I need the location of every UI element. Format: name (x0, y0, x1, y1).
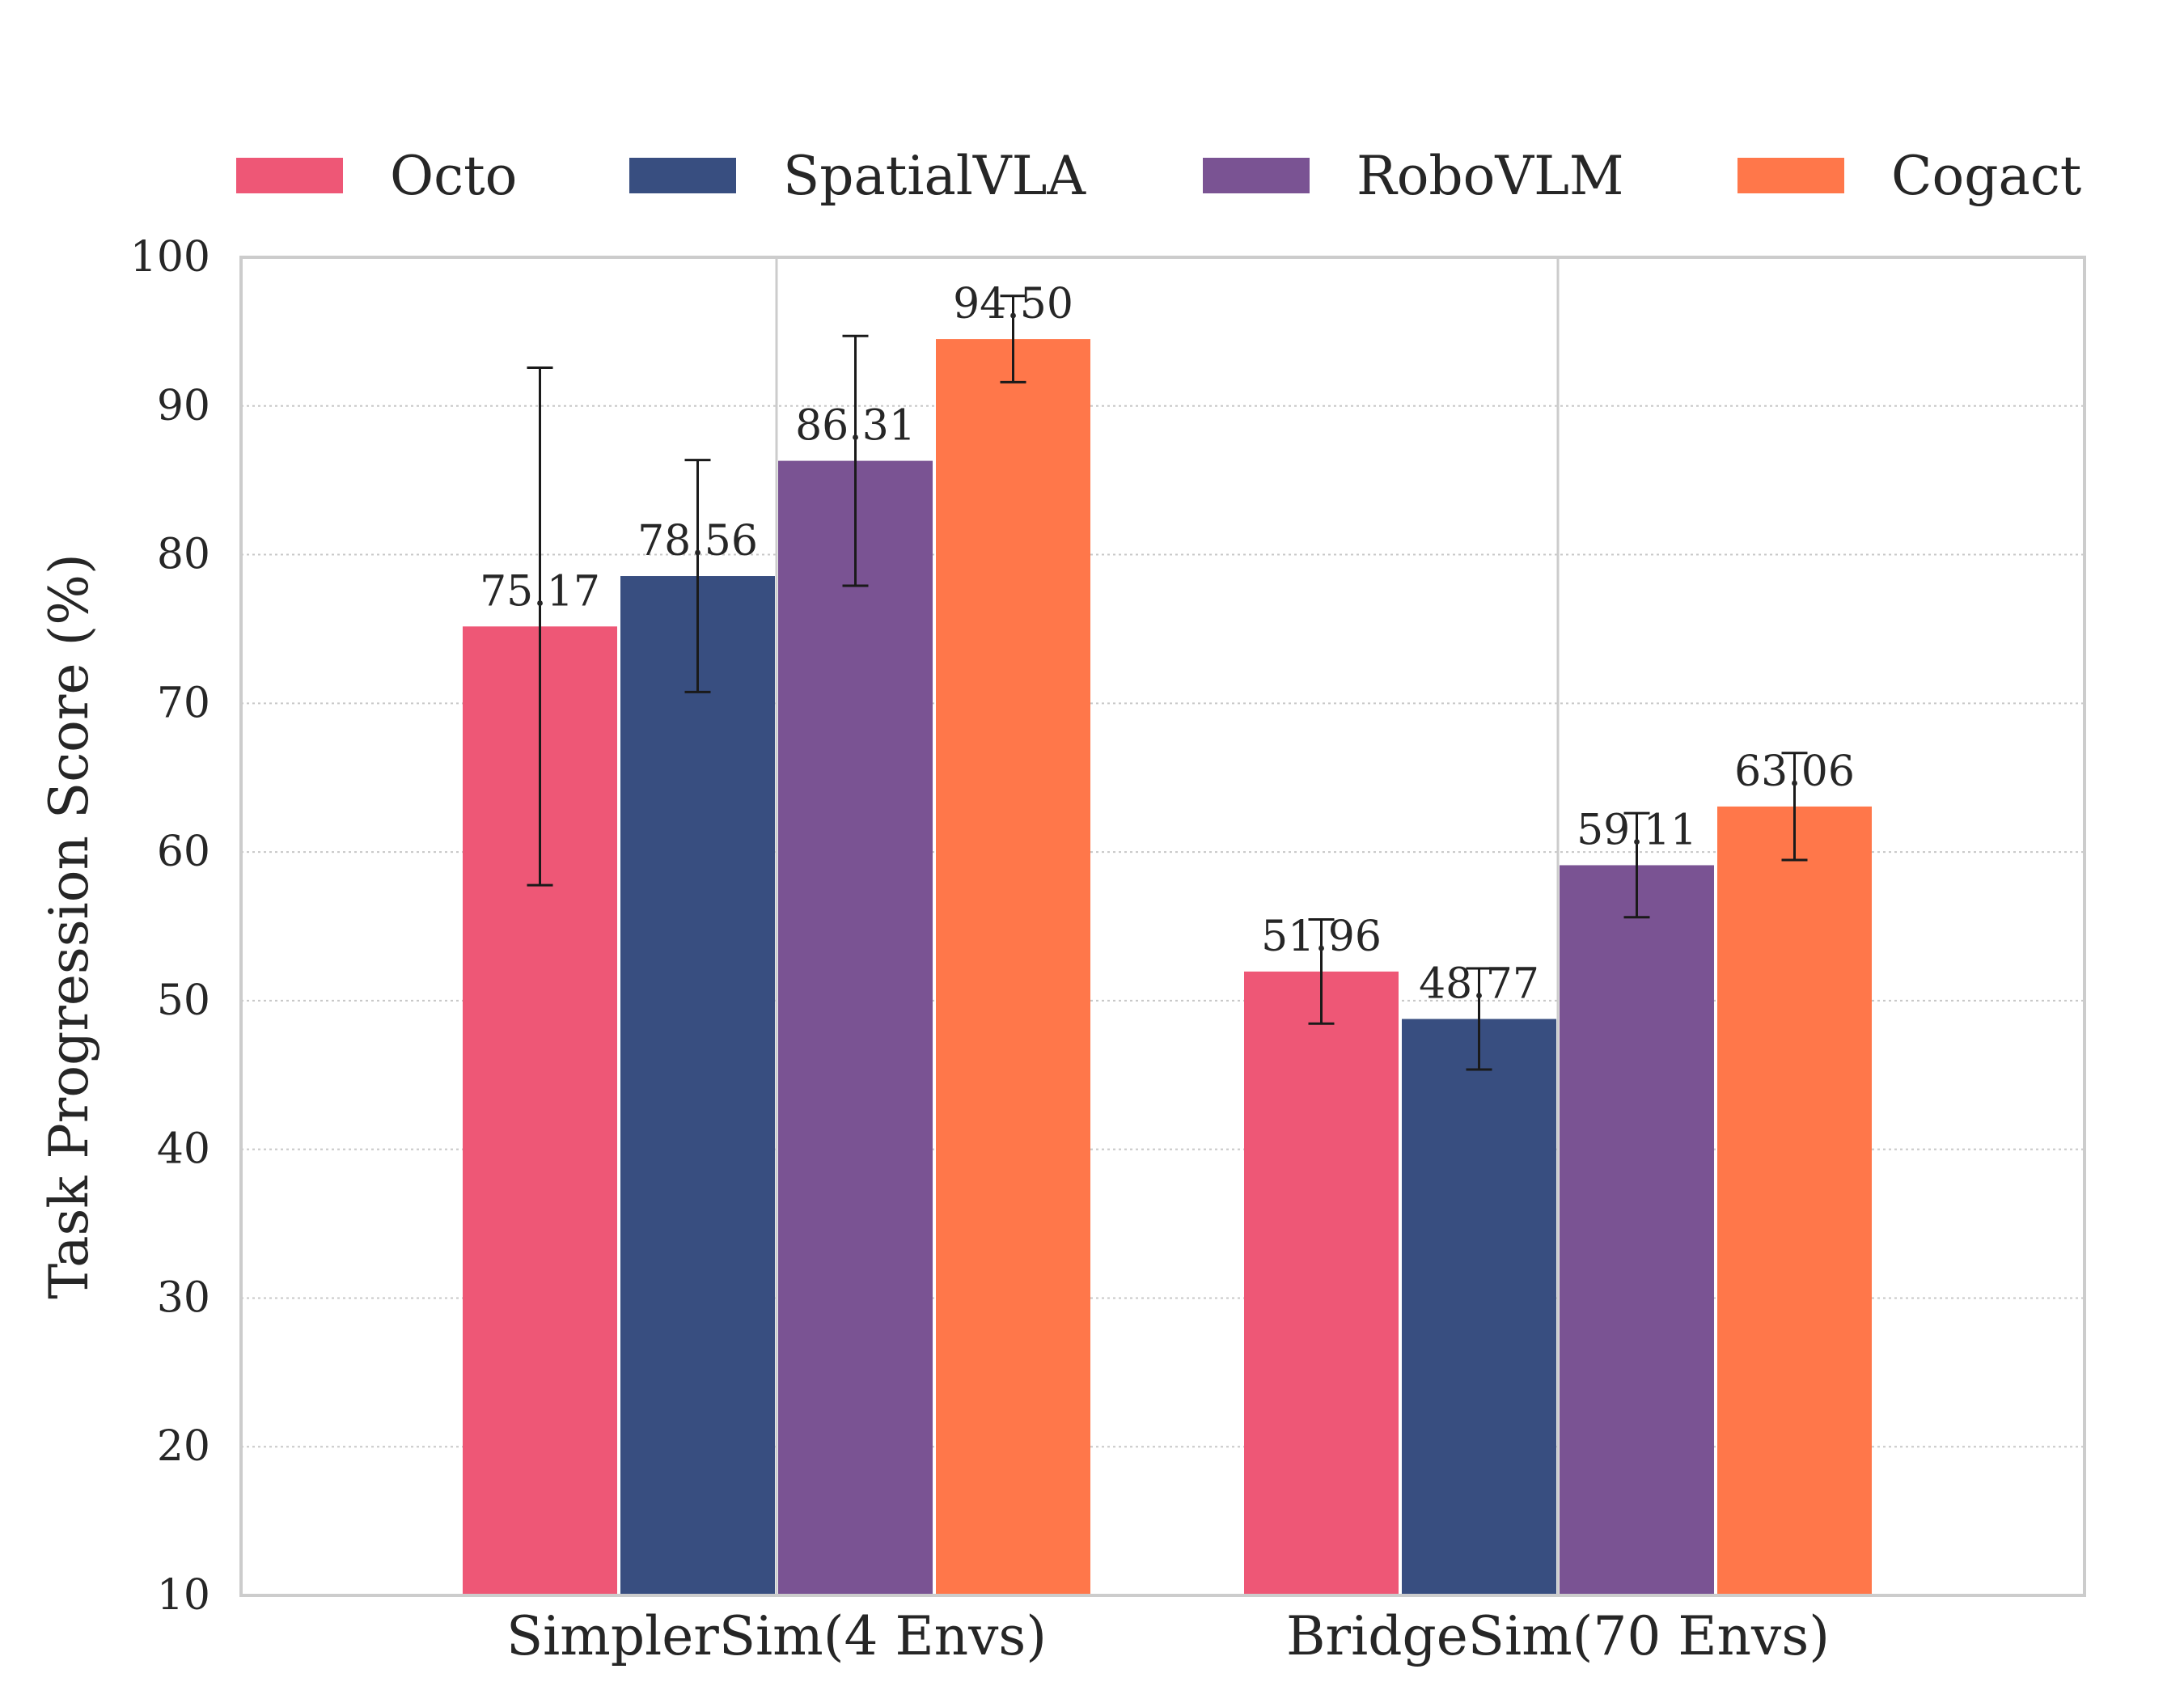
y-tick-label: 50 (157, 976, 210, 1025)
data-label: 51.96 (1261, 913, 1382, 961)
x-category-label: SimplerSim(4 Envs) (506, 1605, 1047, 1667)
data-label: 75.17 (480, 567, 600, 616)
legend-label: RoboVLM (1357, 145, 1623, 207)
bar-robovlm-0 (778, 460, 933, 1595)
y-tick-label: 20 (157, 1422, 210, 1471)
legend-swatch (236, 158, 343, 193)
y-tick-label: 100 (130, 233, 210, 282)
bar-spatialvla-1 (1402, 1019, 1556, 1595)
error-bar (1308, 918, 1335, 1025)
error-bar (1781, 752, 1808, 862)
y-tick-label: 60 (157, 828, 210, 876)
error-bar (527, 366, 553, 887)
legend-item-cogact: Cogact (1737, 145, 2081, 207)
legend-item-spatialvla: SpatialVLA (629, 145, 1086, 207)
y-axis-ticks: 10 20 30 40 50 60 70 80 90 100 (130, 233, 210, 1620)
y-tick-label: 30 (157, 1273, 210, 1322)
data-label: 59.11 (1577, 806, 1697, 854)
bar-cogact-1 (1717, 806, 1872, 1595)
bar-robovlm-1 (1560, 865, 1714, 1595)
data-label: 94.50 (953, 280, 1073, 328)
y-axis-label: Task Progression Score (%) (38, 553, 100, 1298)
error-bar (1466, 967, 1492, 1071)
legend-label: Octo (390, 145, 517, 207)
data-label: 48.77 (1419, 960, 1539, 1008)
data-labels: 75.17 51.96 78.56 48.77 86.31 59.11 94.50 63.06 (480, 280, 1855, 1008)
legend-label: Cogact (1891, 145, 2081, 207)
x-axis-categories: SimplerSim(4 Envs) BridgeSim(70 Envs) (506, 1605, 1830, 1667)
legend-label: SpatialVLA (783, 145, 1086, 207)
y-tick-label: 90 (157, 382, 210, 430)
x-category-label: BridgeSim(70 Envs) (1286, 1605, 1830, 1667)
legend-item-robovlm: RoboVLM (1203, 145, 1623, 207)
y-tick-label: 80 (157, 531, 210, 579)
legend: Octo SpatialVLA RoboVLM Cogact (236, 145, 2081, 207)
legend-item-octo: Octo (236, 145, 517, 207)
error-bar (842, 334, 869, 587)
bars (463, 339, 1872, 1596)
legend-swatch (1203, 158, 1310, 193)
y-tick-label: 40 (157, 1125, 210, 1174)
data-label: 78.56 (637, 517, 758, 566)
category-divider-lines (775, 257, 1560, 1595)
y-tick-label: 10 (157, 1571, 210, 1620)
error-bar (1623, 811, 1650, 919)
bar-octo-1 (1244, 971, 1399, 1595)
y-tick-label: 70 (157, 679, 210, 727)
error-bar (684, 459, 711, 693)
legend-swatch (629, 158, 736, 193)
plot-frame (239, 256, 2086, 1597)
bar-spatialvla-0 (620, 576, 775, 1595)
error-bars (527, 294, 1808, 1071)
legend-swatch (1737, 158, 1844, 193)
bar-cogact-0 (936, 339, 1090, 1596)
error-bar (1000, 294, 1026, 383)
data-label: 63.06 (1734, 748, 1855, 796)
data-label: 86.31 (795, 402, 916, 451)
